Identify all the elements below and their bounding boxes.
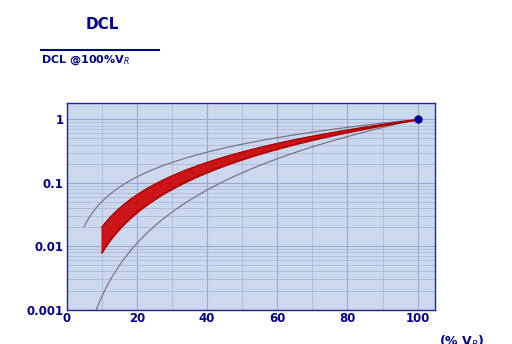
- Text: DCL @100%V$_R$: DCL @100%V$_R$: [41, 53, 130, 67]
- Text: (% V$_R$): (% V$_R$): [439, 334, 484, 344]
- Text: DCL: DCL: [86, 17, 119, 32]
